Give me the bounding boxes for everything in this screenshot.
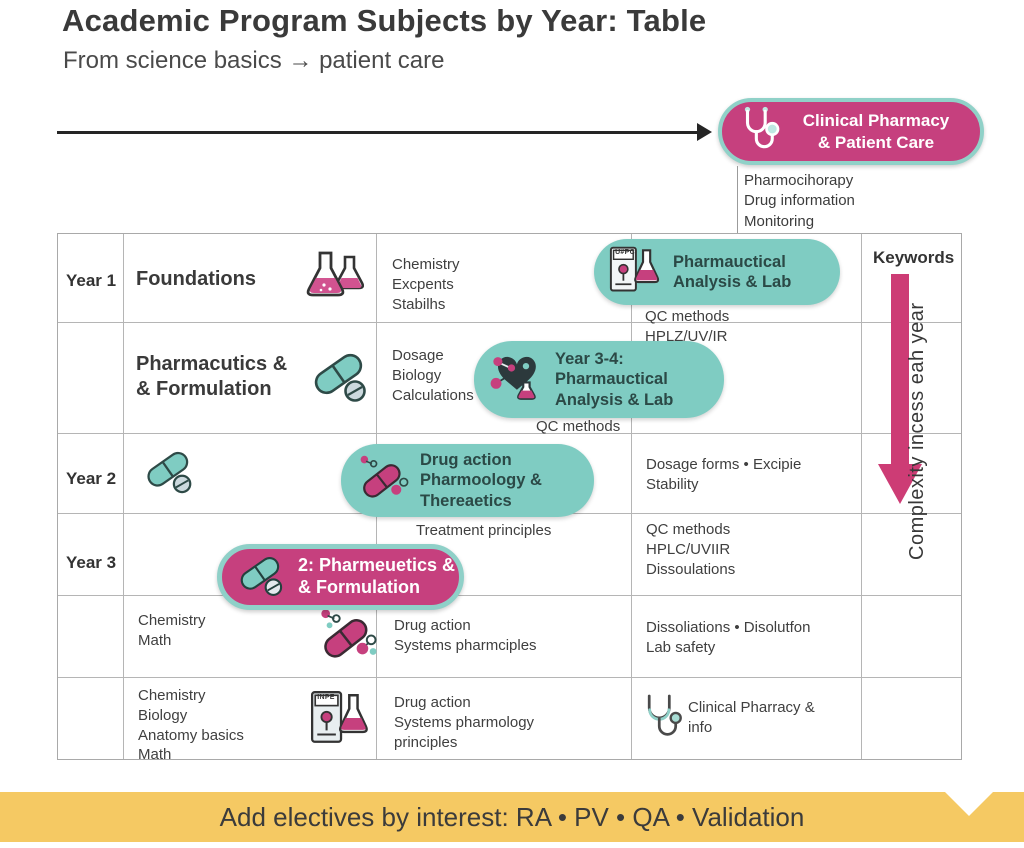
machine-label: U#PC bbox=[615, 248, 635, 256]
electives-banner: Add electives by interest: RA • PV • QA … bbox=[0, 792, 1024, 842]
row2-subjects: Dosage Biology Calculations bbox=[392, 347, 474, 404]
year-1-label: Year 1 bbox=[66, 271, 117, 290]
program-table: Year 1 Foundations Chemistry Excpents St… bbox=[57, 233, 962, 763]
pharmaceutics-badge-label: 2: Pharmeuetics & & Formulation bbox=[298, 555, 456, 597]
pharmaceutics-badge: 2: Pharmeuetics & & Formulation bbox=[217, 544, 464, 610]
row-divider bbox=[58, 322, 961, 323]
row5-topics: Drug action Systems pharmciples bbox=[394, 617, 537, 654]
year34-badge-label: Year 3-4: Pharmauctical Analysis & Lab bbox=[555, 350, 674, 409]
heart-molecule-icon bbox=[487, 349, 545, 410]
row5-subjects: Chemistry Math bbox=[138, 612, 206, 649]
row6-subjects: Chemistry Biology Anatomy basics Math bbox=[138, 687, 244, 764]
page-subtitle: From science basics → patient care bbox=[63, 47, 445, 74]
program-pharmaceutics: Pharmacutics & & Formulation bbox=[136, 353, 288, 400]
machine-label: INPE bbox=[317, 694, 335, 701]
flow-arrow-head-icon bbox=[697, 123, 712, 141]
electives-banner-text: Add electives by interest: RA • PV • QA … bbox=[219, 801, 805, 832]
hplc-machine-flask-icon: U#PC bbox=[607, 245, 663, 300]
stethoscope-icon bbox=[736, 103, 782, 160]
row6-keywords: Clinical Pharracy & info bbox=[688, 699, 815, 736]
flow-arrow-line bbox=[57, 131, 699, 134]
row3-keywords: Dosage forms • Excipie Stability bbox=[646, 456, 802, 493]
capsule-molecule-icon bbox=[354, 452, 410, 509]
badge-connector-line bbox=[737, 166, 738, 233]
flasks-icon bbox=[299, 247, 365, 321]
column-divider bbox=[631, 234, 632, 759]
capsule-pill-icon bbox=[142, 446, 198, 502]
banner-notch bbox=[945, 792, 993, 816]
keywords-header: Keywords bbox=[873, 248, 955, 267]
clinical-badge-label: Clinical Pharmacy & Patient Care bbox=[802, 111, 950, 152]
column-divider bbox=[123, 234, 124, 759]
row5-keywords: Dissoliations • Disolutfon Lab safety bbox=[646, 619, 811, 656]
program-foundations: Foundations bbox=[136, 268, 256, 290]
stethoscope-icon bbox=[641, 692, 683, 748]
analysis-lab-badge-label: Pharmauctical Analysis & Lab bbox=[673, 252, 792, 291]
year34-badge: Year 3-4: Pharmauctical Analysis & Lab bbox=[474, 341, 724, 418]
capsule-molecule-icon bbox=[314, 605, 378, 671]
hplc-machine-flask-icon: INPE bbox=[308, 689, 1024, 753]
year-2-label: Year 2 bbox=[66, 469, 117, 488]
row-divider bbox=[58, 595, 961, 596]
row4-keywords: QC methods HPLC/UVIIR Dissoulations bbox=[646, 521, 736, 578]
analysis-lab-note: QC methods HPLZ/UV/IR bbox=[645, 308, 730, 345]
complexity-rotated-note: Complexity incess eah year bbox=[906, 302, 928, 560]
row-divider bbox=[58, 433, 961, 434]
analysis-lab-badge: U#PC Pharmauctical Analysis & Lab bbox=[594, 239, 840, 305]
complexity-arrow-shaft bbox=[891, 274, 909, 465]
row-divider bbox=[58, 677, 961, 678]
row4-treatment-note: Treatment principles bbox=[416, 522, 552, 539]
capsule-pill-icon bbox=[309, 347, 373, 411]
drug-action-badge: Drug action Pharmoology & Thereaetics bbox=[341, 444, 594, 517]
clinical-pharmacy-badge: Clinical Pharmacy & Patient Care bbox=[718, 98, 984, 165]
capsule-pill-icon bbox=[236, 551, 288, 604]
row6-topics: Drug action Systems pharmology principle… bbox=[394, 694, 535, 751]
complexity-arrow-head-icon bbox=[878, 464, 922, 504]
year-3-label: Year 3 bbox=[66, 553, 117, 572]
year34-note: QC methods bbox=[536, 418, 621, 435]
clinical-badge-notes: Pharmocihorapy Drug information Monitori… bbox=[744, 172, 855, 230]
row1-subjects: Chemistry Excpents Stabilhs bbox=[392, 256, 460, 313]
drug-action-badge-label: Drug action Pharmoology & Thereaetics bbox=[420, 451, 542, 510]
column-divider bbox=[861, 234, 862, 759]
page-title: Academic Program Subjects by Year: Table bbox=[62, 3, 707, 38]
